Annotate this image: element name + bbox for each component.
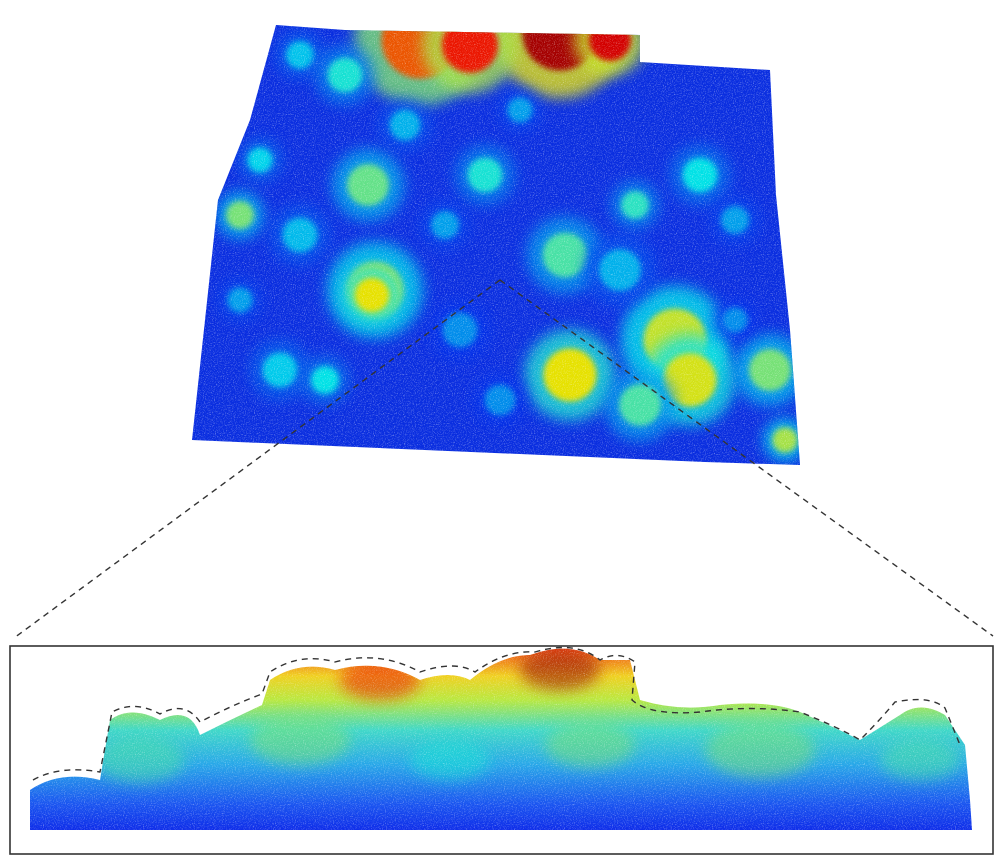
canopy-envelope-outline — [32, 646, 961, 781]
top-view-plot — [192, 25, 800, 465]
side-profile-inset — [9, 645, 994, 855]
connector-line-left — [13, 279, 501, 639]
point-sparsity-texture — [192, 25, 800, 465]
connector-line-right — [499, 279, 994, 637]
